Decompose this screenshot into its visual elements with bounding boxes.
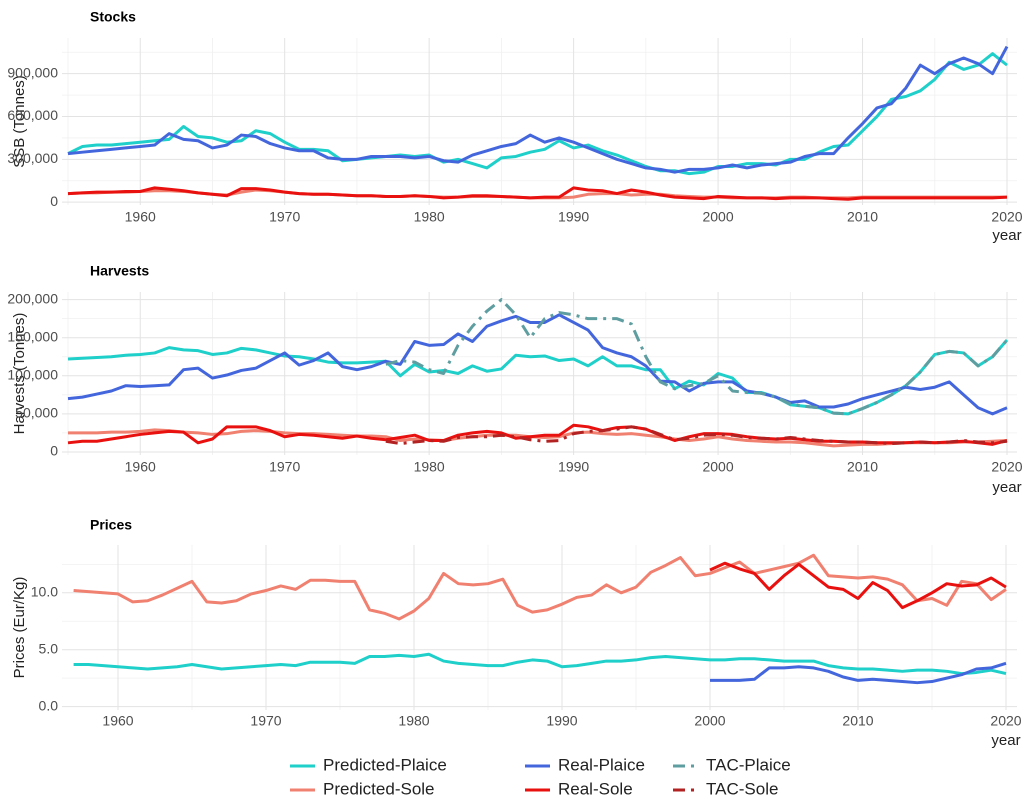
x-tick-label: 2020 <box>990 713 1021 729</box>
series-line: Real-Sole <box>67 186 1008 201</box>
series-line: Real-Sole <box>67 423 1008 446</box>
x-tick-label: 1960 <box>125 209 156 225</box>
series-line: Real-Plaice <box>67 45 1009 174</box>
x-axis-label: year <box>992 227 1021 244</box>
x-tick-label: 1960 <box>125 459 156 475</box>
x-tick-label: 1990 <box>546 713 577 729</box>
y-tick-label: 900,000 <box>7 64 58 80</box>
y-axis-label: SSB (Tonnes) <box>11 75 28 168</box>
x-tick-label: 2020 <box>991 459 1022 475</box>
x-tick-label: 2000 <box>694 713 725 729</box>
x-tick-label: 2010 <box>847 209 878 225</box>
x-tick-label: 1980 <box>398 713 429 729</box>
y-tick-label: 0.0 <box>39 697 59 713</box>
y-tick-label: 100,000 <box>7 366 58 382</box>
x-axis-label: year <box>992 479 1021 496</box>
x-tick-label: 2010 <box>847 459 878 475</box>
y-tick-label: 50,000 <box>15 405 58 421</box>
series-line: Real-Plaice <box>710 661 1007 685</box>
x-tick-label: 1970 <box>250 713 281 729</box>
y-tick-label: 0 <box>50 193 58 209</box>
legend-label: TAC-Plaice <box>706 755 791 774</box>
y-tick-label: 600,000 <box>7 107 58 123</box>
y-tick-label: 10.0 <box>31 583 58 599</box>
y-tick-label: 0 <box>50 443 58 459</box>
legend-label: Real-Plaice <box>558 755 645 774</box>
x-tick-label: 1990 <box>558 459 589 475</box>
y-tick-label: 300,000 <box>7 150 58 166</box>
x-tick-label: 1980 <box>414 459 445 475</box>
panel-title: Stocks <box>90 9 136 25</box>
y-tick-label: 200,000 <box>7 290 58 306</box>
series-line: Predicted-Sole <box>73 553 1007 621</box>
x-tick-label: 2020 <box>991 209 1022 225</box>
y-axis-label: Harvests (Tonnes) <box>11 313 28 435</box>
x-tick-label: 2000 <box>702 459 733 475</box>
x-tick-label: 2010 <box>842 713 873 729</box>
legend-label: Predicted-Plaice <box>323 755 447 774</box>
y-axis-label: Prices (Eur/Kg) <box>11 577 28 679</box>
x-tick-label: 1970 <box>269 209 300 225</box>
y-tick-label: 5.0 <box>39 640 59 656</box>
series-line: Predicted-Plaice <box>73 652 1007 676</box>
legend-label: Predicted-Sole <box>323 779 435 798</box>
legend-label: TAC-Sole <box>706 779 778 798</box>
x-tick-label: 2000 <box>702 209 733 225</box>
series-line: TAC-Plaice <box>385 298 1009 416</box>
series-line: TAC-Sole <box>385 425 1008 446</box>
x-axis-label: year <box>991 732 1020 749</box>
legend-label: Real-Sole <box>558 779 633 798</box>
x-tick-label: 1960 <box>102 713 133 729</box>
x-tick-label: 1970 <box>269 459 300 475</box>
y-tick-label: 150,000 <box>7 328 58 344</box>
panel-title: Prices <box>90 517 132 533</box>
x-tick-label: 1990 <box>558 209 589 225</box>
series-line: Real-Sole <box>709 561 1007 610</box>
series-line: Real-Plaice <box>67 313 1008 416</box>
x-tick-label: 1980 <box>414 209 445 225</box>
series-line: Predicted-Plaice <box>67 52 1008 176</box>
panel-title: Harvests <box>90 263 149 279</box>
